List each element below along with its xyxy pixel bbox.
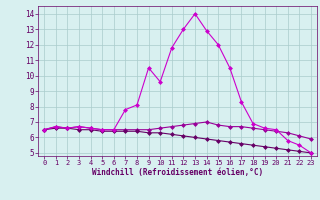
X-axis label: Windchill (Refroidissement éolien,°C): Windchill (Refroidissement éolien,°C) <box>92 168 263 177</box>
